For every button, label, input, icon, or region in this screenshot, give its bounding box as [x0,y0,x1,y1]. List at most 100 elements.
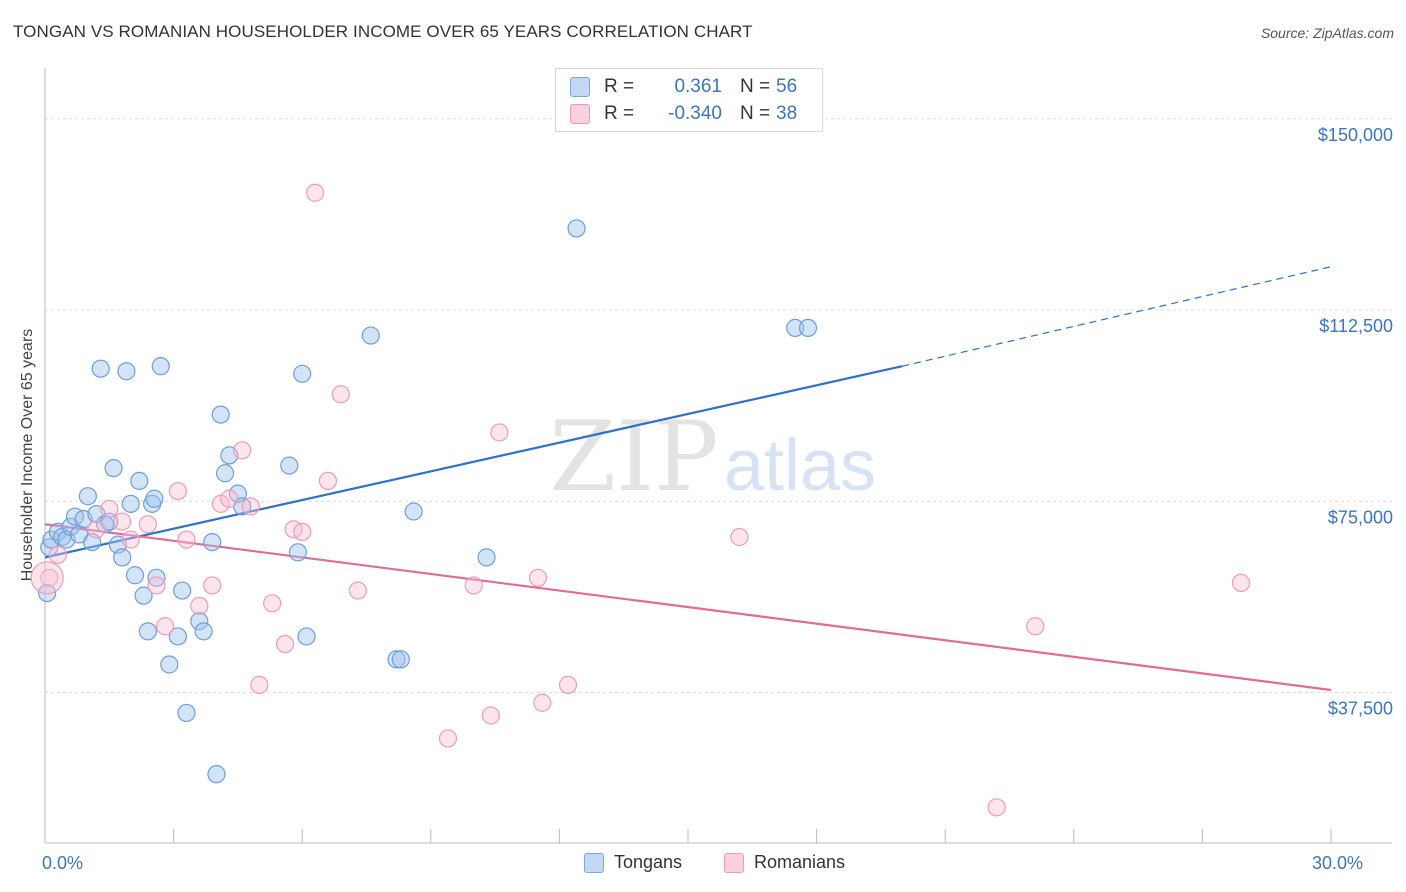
romanians-point [138,515,157,534]
romanians-point [481,706,500,725]
tongans-point [138,622,157,641]
romanians-point [348,581,368,600]
romanians-point [987,798,1006,817]
romanians-point [241,497,260,516]
watermark: ZIP atlas [549,401,876,513]
romanians-point [331,385,350,404]
tongans-point [177,703,196,723]
tongans-point [190,612,209,631]
tongans-trend-line [44,365,903,559]
romanians-point [233,441,252,460]
tongans-point [117,362,136,381]
tongans-point [173,581,192,600]
tongans-legend-swatch [584,852,604,873]
tongans-point [567,219,586,238]
tongans-legend-label: Tongans [614,852,683,872]
tongans-point [130,471,149,490]
tongans-point [194,622,213,641]
tongans-point [798,318,818,337]
romanians-point [558,675,578,695]
chart-title: TONGAN VS ROMANIAN HOUSEHOLDER INCOME OV… [13,22,753,41]
romanians-point [30,561,64,595]
tongans-point [78,487,97,506]
legend-item-tongans[interactable]: Tongans [584,852,682,873]
romanians-point [87,520,106,539]
romanians-point [220,489,239,508]
romanians-trend-line [44,523,1332,692]
romanians-point [250,675,269,695]
watermark-zip: ZIP [549,401,718,513]
romanians-point [490,423,509,442]
correlation-legend: R = 0.361 N = 56 R = -0.340 N = 38 [555,68,823,132]
tick-labels: $37,500 $75,000 $112,500 $150,000 0.0% 30.0% [42,125,1393,873]
romanians-point [48,545,67,564]
legend-row-tongans: R = 0.361 N = 56 [570,74,797,100]
tongans-point [38,583,57,603]
n-value-tongans: 56 [776,76,798,97]
tongans-point [151,357,170,376]
tongans-point [91,359,110,378]
romanians-point [464,576,483,595]
legend-item-romanians[interactable]: Romanians [724,852,845,873]
romanians-point [1026,617,1045,636]
tongans-point [125,566,145,585]
tongans-point [168,627,187,646]
n-label: N = [740,103,771,124]
watermark-atlas: atlas [724,426,876,506]
tongans-point [145,489,164,508]
x-tick-label: 0.0% [42,853,83,873]
romanians-point [168,482,187,501]
romanians-point [177,530,196,549]
tongans-point [297,627,316,646]
r-label: R = [604,103,635,124]
tongans-point [477,548,496,567]
data-points [30,183,1251,817]
romanians-point [147,576,166,595]
tongans-point [203,532,222,552]
romanians-legend-label: Romanians [754,852,846,872]
romanians-point [275,634,295,654]
n-value-romanians: 38 [776,103,798,124]
x-tick-label: 30.0% [1312,853,1363,873]
gridlines [45,118,1395,694]
y-tick-label: $75,000 [1328,507,1393,527]
tongans-point [361,326,380,345]
tongans-point [404,502,423,521]
source-label: Source: ZipAtlas.com [1260,25,1394,41]
y-tick-label: $150,000 [1318,125,1393,145]
tongans-trend-extension [902,266,1332,367]
romanians-point [1231,573,1251,593]
tongans-point [160,655,179,674]
romanians-point [121,530,140,549]
series-legend: Tongans Romanians [0,852,1406,878]
tongans-point [288,543,308,562]
romanians-point [438,729,458,748]
r-value-romanians: -0.340 [668,103,722,124]
romanians-point [155,617,175,636]
romanians-point [211,494,230,513]
romanians-legend-swatch [724,852,744,873]
trend-lines [44,266,1332,692]
romanians-point [40,568,59,587]
romanians-point [113,512,132,531]
tongans-point [134,586,153,605]
tongans-swatch [570,77,590,97]
tongans-point [147,568,166,587]
romanians-swatch [570,104,590,124]
romanians-point [305,183,325,202]
tongans-point [391,650,410,669]
r-label: R = [604,76,635,97]
romanians-point [293,522,312,542]
axes [44,68,1392,844]
romanians-point [203,576,222,595]
tongans-point [280,456,299,475]
tongans-point [211,405,230,424]
romanians-point [528,568,548,587]
tongans-point [207,765,226,784]
y-tick-label: $112,500 [1319,316,1393,336]
tongans-point [387,650,406,669]
romanians-point [318,471,338,490]
tongans-point [121,494,140,513]
romanians-point [730,527,749,547]
